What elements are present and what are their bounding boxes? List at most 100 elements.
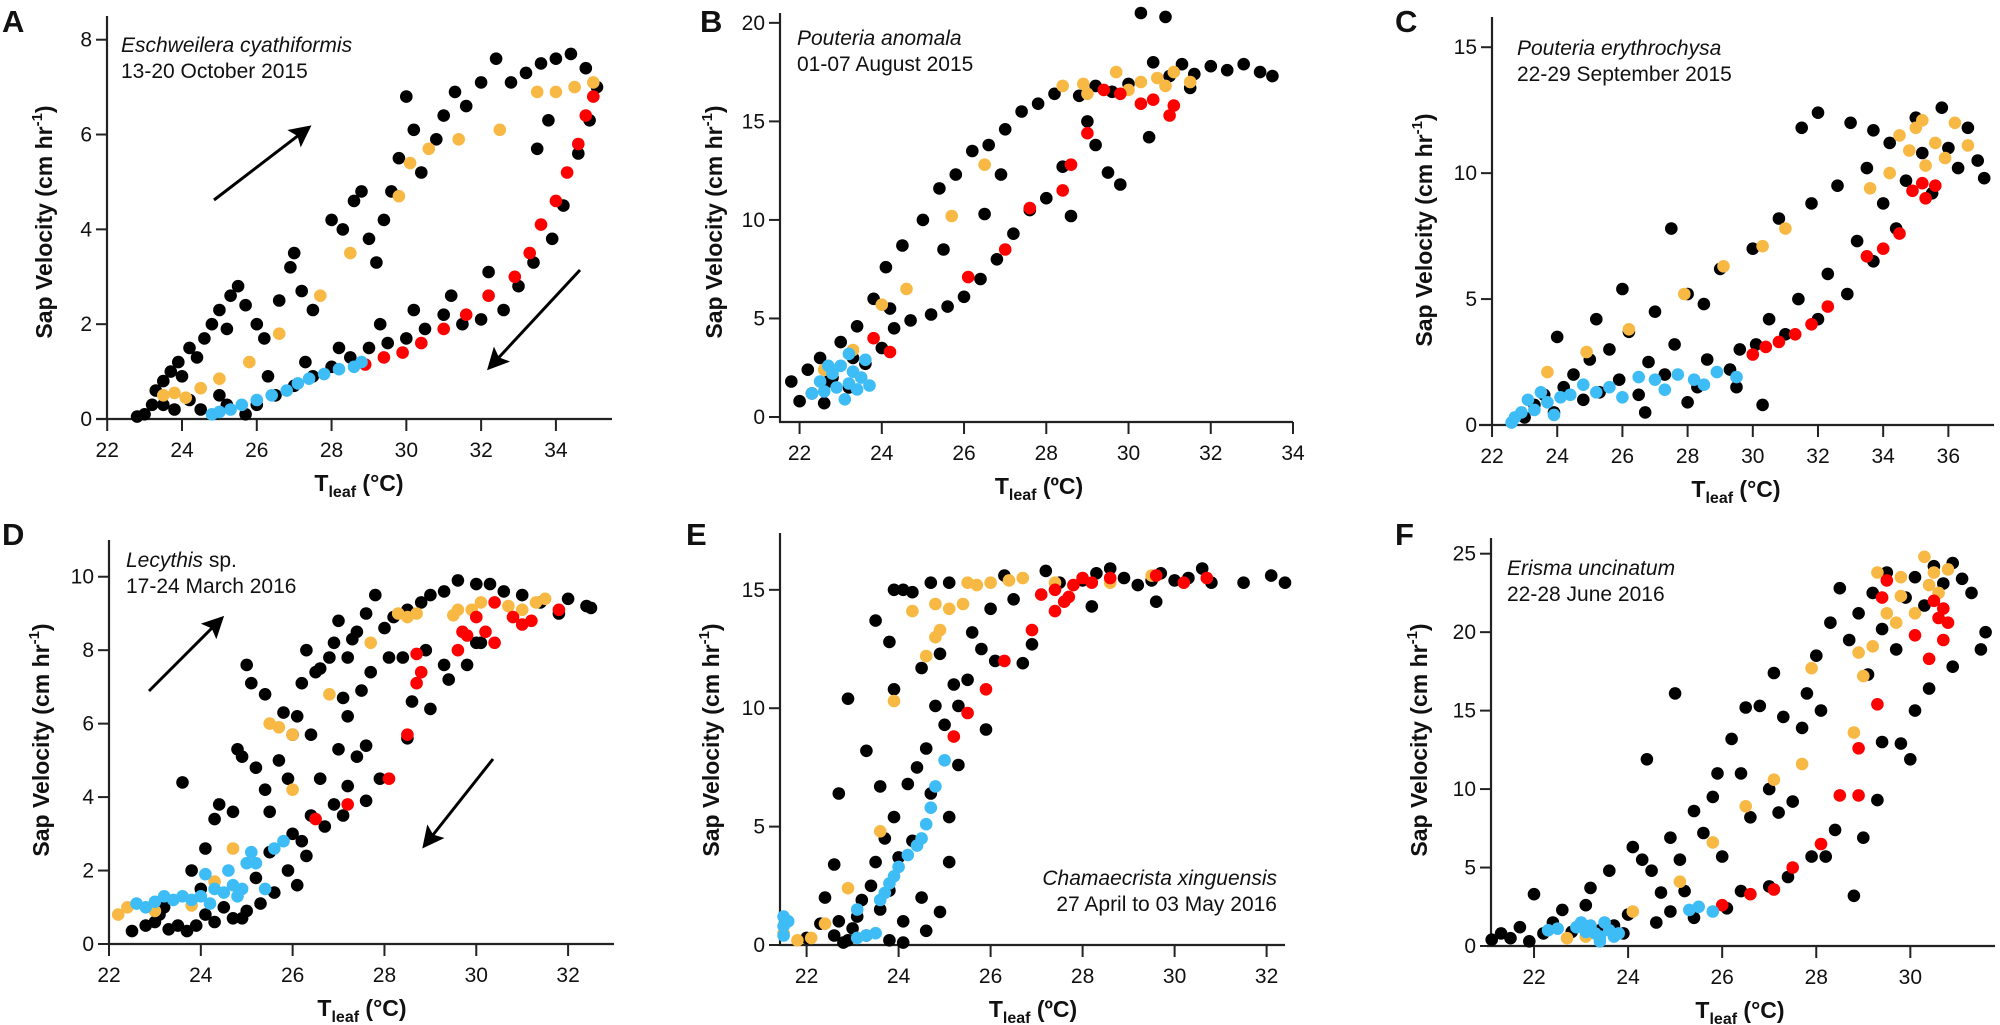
- data-point: [855, 893, 869, 907]
- y-tick-label: 10: [742, 209, 765, 232]
- x-axis-title-sub: leaf: [1009, 487, 1037, 504]
- data-point: [179, 391, 192, 405]
- data-point: [199, 867, 212, 881]
- data-point: [323, 688, 336, 701]
- data-point: [175, 370, 189, 383]
- data-point: [272, 327, 286, 341]
- data-point: [523, 246, 536, 260]
- data-point: [1584, 881, 1597, 895]
- data-point: [424, 588, 437, 602]
- x-tick-label: 28: [1676, 445, 1699, 468]
- x-tick-label: 32: [469, 439, 492, 462]
- x-tick-label: 26: [245, 439, 268, 462]
- data-point: [1580, 345, 1593, 359]
- data-point: [332, 341, 346, 355]
- data-point: [1833, 581, 1847, 595]
- data-point: [300, 643, 313, 657]
- x-tick-label: 30: [1163, 965, 1186, 988]
- data-point: [924, 801, 938, 814]
- data-point: [482, 265, 495, 279]
- data-point: [896, 239, 909, 252]
- x-axis-title-unit: (°C): [359, 995, 407, 1021]
- data-point: [1134, 6, 1148, 20]
- data-point: [1085, 576, 1099, 589]
- data-point: [957, 290, 971, 304]
- data-point: [1551, 922, 1564, 935]
- series-blue: [130, 834, 290, 914]
- data-point: [336, 223, 350, 236]
- data-point: [224, 289, 237, 303]
- y-axis-title-close: ): [31, 105, 57, 113]
- y-axis-title-sup: -1: [1409, 121, 1426, 134]
- y-tick-label: 15: [742, 579, 765, 602]
- data-point: [859, 353, 872, 367]
- x-axis-title-sub: leaf: [328, 484, 356, 501]
- species-name: Pouteria erythrochysa: [1517, 37, 1721, 60]
- data-point: [1616, 282, 1629, 296]
- data-point: [1159, 10, 1172, 24]
- y-tick-label: 15: [742, 110, 765, 133]
- y-tick-label: 20: [742, 12, 765, 35]
- data-point: [183, 341, 196, 355]
- x-tick-label: 24: [1546, 445, 1570, 468]
- data-point: [1515, 406, 1528, 419]
- x-tick-label: 32: [1199, 442, 1222, 465]
- data-point: [1860, 161, 1874, 175]
- x-axis-title: Tleaf (°C): [1691, 476, 1780, 507]
- data-point: [1811, 106, 1825, 119]
- data-point: [883, 934, 896, 947]
- data-point: [970, 578, 984, 592]
- y-axis-title-close: ): [28, 623, 54, 631]
- data-point: [1795, 757, 1809, 771]
- data-point: [974, 272, 987, 286]
- data-point: [168, 403, 181, 416]
- panel-letter: E: [686, 517, 707, 552]
- y-tick-label: 8: [80, 29, 92, 52]
- y-tick-label: 5: [753, 816, 765, 839]
- data-point: [168, 386, 181, 400]
- data-point: [579, 109, 593, 122]
- data-point: [456, 317, 469, 331]
- data-point: [1899, 174, 1913, 187]
- data-point: [1810, 649, 1823, 662]
- species-label: Chamaecrista xinguensis: [1042, 867, 1277, 890]
- data-point: [929, 699, 942, 713]
- x-axis-title: Tleaf (°C): [314, 470, 403, 501]
- data-point: [1687, 804, 1701, 818]
- data-point: [258, 688, 272, 701]
- data-point: [261, 370, 275, 383]
- data-point: [1195, 562, 1209, 575]
- data-point: [194, 381, 207, 395]
- data-point: [827, 858, 841, 871]
- data-point: [418, 322, 432, 336]
- data-point: [350, 625, 364, 639]
- y-axis-title-main: Sap Velocity (cm hr: [698, 644, 724, 856]
- species-name: Pouteria anomala: [797, 27, 962, 50]
- data-point: [224, 403, 237, 416]
- down-left-arrow-icon: [422, 758, 495, 849]
- data-point: [1863, 182, 1877, 195]
- data-point: [1857, 669, 1870, 683]
- data-point: [508, 270, 522, 284]
- data-point: [1134, 75, 1148, 89]
- x-axis-title-sub: leaf: [331, 1009, 359, 1025]
- data-point: [1880, 574, 1894, 587]
- data-point: [929, 780, 942, 793]
- data-point: [542, 114, 555, 127]
- series-red: [358, 90, 600, 371]
- data-point: [1725, 732, 1738, 746]
- data-point: [873, 780, 887, 793]
- data-point: [1876, 242, 1890, 255]
- data-point: [1642, 355, 1655, 369]
- data-point: [1706, 836, 1720, 849]
- data-point: [451, 643, 465, 657]
- y-tick-label: 0: [82, 933, 94, 956]
- data-point: [915, 832, 928, 845]
- data-point: [1828, 823, 1842, 837]
- x-tick-label: 30: [465, 964, 488, 987]
- data-point: [442, 673, 456, 686]
- data-point: [281, 772, 295, 785]
- data-point: [863, 379, 876, 392]
- data-point: [231, 279, 245, 293]
- y-tick-label: 25: [1453, 543, 1476, 566]
